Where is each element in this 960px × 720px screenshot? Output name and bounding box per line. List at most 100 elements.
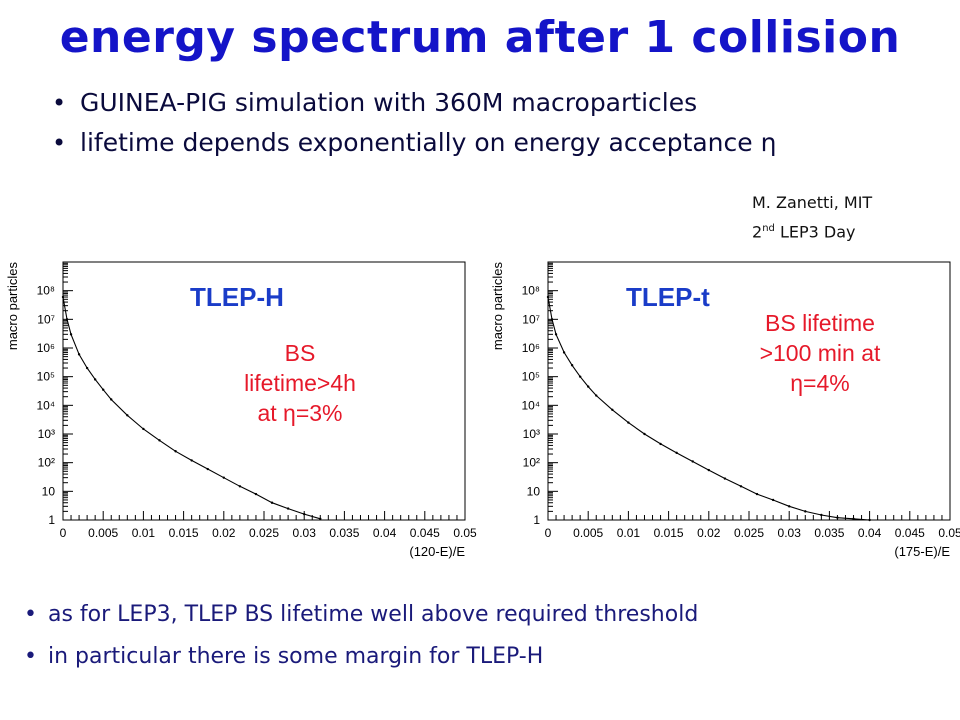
y-tick-label: 10⁷ <box>522 312 540 326</box>
x-tick-label: 0.005 <box>573 526 603 540</box>
spectrum-point <box>254 492 258 496</box>
spectrum-point <box>675 451 678 455</box>
chart-tlep-t-svg: 0 0.005 0.01 0.015 0.02 0.025 0.03 0.035 0.04 0.0… <box>490 261 960 559</box>
bullet-lep3-comparison: as for LEP3, TLEP BS lifetime well above… <box>22 600 942 630</box>
spectrum-point <box>319 517 322 521</box>
x-tick-label: 0.045 <box>895 526 925 540</box>
spectrum-point <box>61 295 65 299</box>
slide-title: energy spectrum after 1 collision <box>59 12 901 63</box>
spectrum-point <box>820 513 823 517</box>
spectrum-point <box>158 439 161 442</box>
annotation-tlep-t-line3: η=4% <box>790 370 850 396</box>
spectrum-point <box>126 414 129 417</box>
spectrum-point <box>270 501 274 504</box>
spectrum-point <box>206 467 209 471</box>
annotation-tlep-h-line1: BS <box>284 340 316 366</box>
plot-title-tlep-t: TLEP-t <box>626 282 710 312</box>
bottom-bullet-list: as for LEP3, TLEP BS lifetime well above… <box>22 600 942 684</box>
spectrum-point <box>771 498 775 502</box>
x-tick-label: 0.03 <box>778 526 802 540</box>
annotation-tlep-t-line1: BS lifetime <box>765 310 875 336</box>
x-tick-label: 0 <box>60 526 67 540</box>
x-tick-label: 0.04 <box>373 526 397 540</box>
x-tick-label: 0.015 <box>169 526 199 540</box>
spectrum-point <box>303 512 306 516</box>
spectrum-point <box>238 485 242 488</box>
spectrum-point <box>707 468 710 472</box>
spectrum-point <box>222 476 225 479</box>
plot-title-tlep-h: TLEP-H <box>190 282 284 312</box>
spectrum-point <box>804 510 807 513</box>
x-tick-label: 0.035 <box>329 526 359 540</box>
x-tick-label: 0.02 <box>212 526 236 540</box>
y-tick-label: 10⁵ <box>522 370 540 384</box>
credit-event-sup: nd <box>762 223 775 234</box>
spectrum-point <box>77 353 81 356</box>
x-tick-label: 0.005 <box>88 526 118 540</box>
spectrum-point <box>286 507 290 510</box>
credit-event-prefix: 2 <box>752 222 763 242</box>
spectrum-point <box>659 442 662 446</box>
annotation-tlep-h: BS lifetime>4h at η=3% <box>200 338 400 428</box>
spectrum-point <box>587 385 590 388</box>
credit-event-suffix: LEP3 Day <box>774 222 856 242</box>
credit-event: 2nd LEP3 Day <box>752 216 872 245</box>
plot-tlep-h: 0 0.005 0.01 0.015 0.02 0.025 0.03 0.035 0.04 0.0… <box>5 254 477 574</box>
top-bullet-list: GUINEA-PIG simulation with 360M macropar… <box>50 86 870 160</box>
spectrum-point <box>554 333 558 336</box>
y-tick-label: 1 <box>533 513 540 527</box>
spectrum-point <box>595 394 598 397</box>
bullet-lifetime: lifetime depends exponentially on energy… <box>50 126 820 160</box>
y-tick-label: 10⁷ <box>37 312 55 326</box>
spectrum-point <box>755 492 759 496</box>
x-tick-label: 0.04 <box>858 526 882 540</box>
spectrum-point <box>110 398 113 401</box>
y-axis-label: macro particles <box>490 262 505 351</box>
y-tick-label: 10³ <box>523 427 540 441</box>
x-tick-label: 0.03 <box>293 526 317 540</box>
spectrum-point <box>868 518 871 522</box>
x-tick-label: 0.035 <box>814 526 844 540</box>
spectrum-point <box>611 408 614 411</box>
spectrum-point <box>723 477 727 480</box>
spectrum-point <box>643 432 646 436</box>
x-tick-label: 0 <box>545 526 552 540</box>
spectrum-point <box>65 318 69 321</box>
spectrum-point <box>93 378 97 381</box>
x-tick-label: 0.045 <box>410 526 440 540</box>
x-axis-label: (120-E)/E <box>409 544 465 559</box>
x-tick-label: 0.01 <box>132 526 156 540</box>
plot-tlep-t: 0 0.005 0.01 0.015 0.02 0.025 0.03 0.035 0.04 0.0… <box>490 254 960 574</box>
y-tick-label: 10² <box>38 456 55 470</box>
y-tick-label: 10⁴ <box>36 398 55 412</box>
bullet-margin: in particular there is some margin for T… <box>22 642 942 672</box>
annotation-tlep-h-line3: at η=3% <box>257 400 343 426</box>
y-tick-label: 10⁴ <box>521 398 540 412</box>
y-tick-label: 1 <box>48 513 55 527</box>
spectrum-point <box>691 460 694 463</box>
spectrum-point <box>142 427 145 431</box>
x-tick-label: 0.01 <box>617 526 641 540</box>
y-tick-label: 10⁵ <box>37 370 55 384</box>
spectrum-point <box>562 351 566 354</box>
x-tick-label: 0.025 <box>734 526 764 540</box>
chart-tlep-h-svg: 0 0.005 0.01 0.015 0.02 0.025 0.03 0.035 0.04 0.0… <box>5 261 477 559</box>
y-tick-label: 10 <box>527 484 541 498</box>
spectrum-point <box>102 388 105 391</box>
x-tick-label: 0.05 <box>938 526 960 540</box>
credit-author: M. Zanetti, MIT <box>752 193 873 212</box>
y-tick-label: 10³ <box>38 427 55 441</box>
y-tick-label: 10⁶ <box>522 341 540 355</box>
x-tick-label: 0.05 <box>453 526 477 540</box>
y-axis-label: macro particles <box>5 262 20 351</box>
spectrum-point <box>190 459 193 462</box>
spectrum-point <box>739 485 743 488</box>
spectrum-point <box>836 516 839 519</box>
annotation-tlep-h-line2: lifetime>4h <box>244 370 356 396</box>
annotation-tlep-t: BS lifetime >100 min at η=4% <box>720 308 920 398</box>
credit-block: M. Zanetti, MIT 2nd LEP3 Day <box>752 190 872 245</box>
y-tick-label: 10⁸ <box>522 284 540 298</box>
spectrum-point <box>570 364 574 367</box>
spectrum-point <box>852 517 855 521</box>
y-tick-label: 10² <box>523 456 540 470</box>
